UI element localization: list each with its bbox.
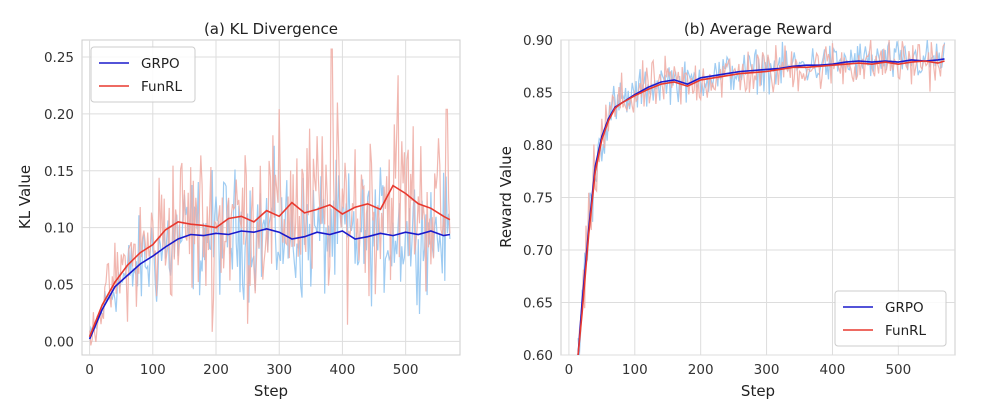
x-tick-label: 400 — [330, 362, 356, 378]
legend-box — [90, 46, 196, 103]
x-tick-label: 300 — [266, 362, 292, 378]
x-axis-label: Step — [741, 382, 775, 400]
legend: GRPO FunRL — [834, 290, 947, 347]
y-axis-label: KL Value — [16, 165, 34, 229]
legend-label: GRPO — [141, 56, 180, 72]
panel-kl-divergence: 0 100 200 300 400 500 0.00 0.05 0.10 0.15 0.20 0.25… — [16, 20, 461, 400]
x-tick-label: 200 — [688, 362, 714, 378]
legend: GRPO FunRL — [90, 46, 196, 103]
smoothed-line-grpo — [577, 58, 945, 355]
smoothed-line-funrl — [88, 184, 451, 338]
y-tick-label: 0.10 — [44, 221, 74, 237]
y-tick-label: 0.25 — [44, 50, 74, 66]
y-tick-label: 0.05 — [44, 277, 74, 293]
legend-box — [834, 290, 947, 347]
legend-label: GRPO — [885, 300, 924, 316]
legend-label: FunRL — [141, 79, 183, 95]
x-tick-label: 400 — [820, 362, 846, 378]
x-tick-label: 100 — [140, 362, 166, 378]
smoothed-series — [88, 184, 451, 340]
y-tick-label: 0.90 — [523, 33, 553, 49]
panel-average-reward: 0 100 200 300 400 500 0.60 0.65 0.70 0.75 0.80 0.85… — [497, 20, 956, 400]
x-tick-label: 300 — [754, 362, 780, 378]
x-tick-label: 0 — [565, 362, 574, 378]
y-tick-label: 0.15 — [44, 164, 74, 180]
raw-line-funrl — [89, 48, 451, 346]
raw-series — [89, 48, 451, 346]
x-axis-label: Step — [254, 382, 288, 400]
y-tick-label: 0.75 — [523, 191, 553, 207]
x-tick-label: 200 — [203, 362, 229, 378]
y-tick-label: 0.00 — [44, 334, 74, 350]
legend-label: FunRL — [885, 323, 927, 339]
x-tick-label: 500 — [393, 362, 419, 378]
chart-title: (a) KL Divergence — [204, 20, 338, 38]
y-axis-label: Reward Value — [497, 146, 515, 248]
chart-title: (b) Average Reward — [684, 20, 832, 38]
y-tick-label: 0.85 — [523, 86, 553, 102]
smoothed-line-funrl — [577, 60, 945, 355]
smoothed-series — [577, 58, 945, 355]
x-tick-label: 0 — [85, 362, 94, 378]
smoothed-line-grpo — [88, 227, 451, 340]
x-tick-label: 500 — [885, 362, 911, 378]
y-tick-label: 0.20 — [44, 107, 74, 123]
y-tick-label: 0.80 — [523, 138, 553, 154]
y-tick-label: 0.60 — [523, 348, 553, 364]
y-tick-label: 0.70 — [523, 243, 553, 259]
ticks: 0 100 200 300 400 500 0.60 0.65 0.70 0.75 0.80 0.85… — [523, 33, 911, 378]
x-tick-label: 100 — [622, 362, 648, 378]
ticks: 0 100 200 300 400 500 0.00 0.05 0.10 0.15 0.20 0.25 — [44, 50, 419, 378]
y-tick-label: 0.65 — [523, 296, 553, 312]
